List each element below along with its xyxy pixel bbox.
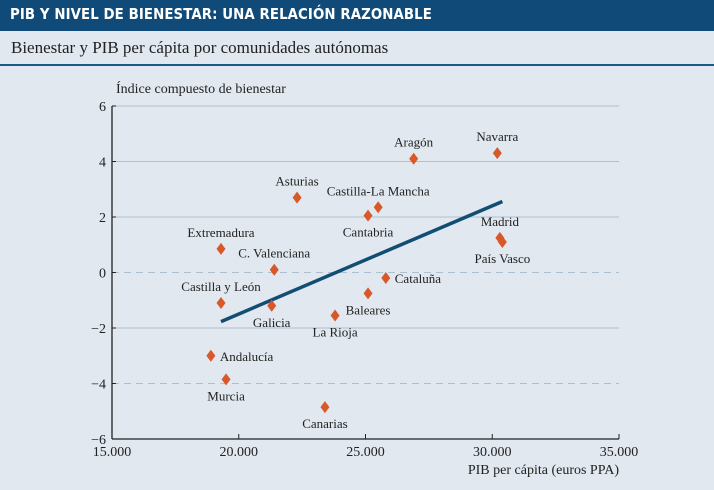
data-point: País Vasco	[475, 235, 531, 266]
y-tick-label: 0	[99, 267, 106, 282]
point-label: Galicia	[253, 315, 291, 330]
data-point: Murcia	[207, 373, 245, 403]
y-axis-label: Índice compuesto de bienestar	[116, 80, 286, 97]
point-label: Murcia	[207, 388, 245, 403]
chart-header: PIB Y NIVEL DE BIENESTAR: UNA RELACIÓN R…	[0, 0, 714, 31]
data-point: C. Valenciana	[238, 246, 310, 276]
diamond-marker	[216, 242, 226, 255]
point-label: La Rioja	[313, 325, 358, 340]
point-label: Canarias	[302, 416, 347, 431]
x-tick-label: 25.000	[346, 445, 385, 460]
chart-subtitle: Bienestar y PIB per cápita por comunidad…	[11, 38, 389, 57]
data-point: Asturias	[275, 174, 319, 204]
point-label: Cataluña	[395, 271, 441, 286]
diamond-marker	[206, 349, 216, 362]
diamond-marker	[492, 147, 502, 160]
x-tick-label: 35.000	[600, 445, 639, 460]
trend-line	[220, 199, 504, 324]
x-tick-label: 15.000	[93, 445, 132, 460]
data-point: Cantabria	[343, 209, 394, 240]
diamond-marker	[320, 401, 330, 414]
diamond-marker	[330, 309, 340, 322]
diamond-marker	[292, 191, 302, 204]
point-label: Madrid	[481, 214, 520, 229]
data-point: Andalucía	[206, 349, 274, 364]
diamond-marker	[216, 297, 226, 310]
data-point: Aragón	[394, 135, 434, 165]
data-point: Navarra	[476, 129, 518, 160]
point-label: Asturias	[275, 174, 318, 189]
point-label: C. Valenciana	[238, 246, 310, 261]
y-tick-label: −4	[91, 378, 106, 393]
y-tick-label: 6	[99, 100, 106, 115]
point-label: País Vasco	[475, 251, 531, 266]
data-point: Baleares	[346, 287, 391, 317]
data-point: Galicia	[253, 299, 291, 330]
chart-subtitle-band: Bienestar y PIB per cápita por comunidad…	[0, 31, 714, 66]
diamond-marker	[381, 272, 391, 285]
diamond-marker	[409, 152, 419, 165]
data-point: Castilla y León	[181, 279, 261, 310]
diamond-marker	[363, 287, 373, 300]
data-point: Castilla-La Mancha	[327, 183, 430, 214]
x-tick-label: 30.000	[473, 445, 512, 460]
point-label: Castilla-La Mancha	[327, 183, 430, 198]
point-label: Extremadura	[187, 225, 254, 240]
data-point: Canarias	[302, 401, 348, 431]
x-axis-label: PIB per cápita (euros PPA)	[468, 463, 619, 478]
point-label: Castilla y León	[181, 279, 261, 294]
y-tick-label: 2	[99, 211, 106, 226]
y-tick-label: −6	[91, 433, 106, 448]
data-point: Extremadura	[187, 225, 255, 255]
diamond-marker	[267, 299, 277, 312]
y-tick-label: −2	[91, 322, 106, 337]
point-label: Aragón	[394, 135, 433, 150]
diamond-marker	[497, 235, 507, 248]
data-point: Madrid	[481, 214, 520, 244]
diamond-marker	[373, 201, 383, 214]
diamond-marker	[221, 373, 231, 386]
point-label: Cantabria	[343, 225, 394, 240]
diamond-marker	[269, 263, 279, 276]
data-point: Cataluña	[381, 271, 441, 286]
point-label: Andalucía	[220, 349, 274, 364]
data-point: La Rioja	[313, 309, 358, 340]
point-label: Baleares	[346, 302, 391, 317]
point-label: Navarra	[476, 129, 518, 144]
y-tick-label: 4	[99, 156, 106, 171]
x-tick-label: 20.000	[220, 445, 259, 460]
chart-title: PIB Y NIVEL DE BIENESTAR: UNA RELACIÓN R…	[10, 5, 432, 23]
diamond-marker	[363, 209, 373, 222]
